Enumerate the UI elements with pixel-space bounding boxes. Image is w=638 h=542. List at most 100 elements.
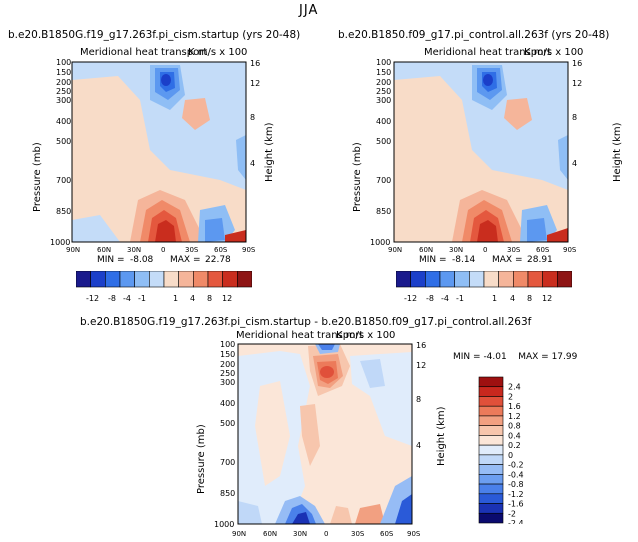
panel3-xtick: 30S (351, 530, 365, 538)
colorbar-swatch (134, 271, 150, 288)
panel2-max: 28.91 (527, 255, 553, 265)
panel2-y2tick: 8 (572, 113, 577, 122)
panel1-cb-label: 8 (207, 294, 212, 303)
panel3-cb-labels: 2.421.61.20.80.40.20-0.2-0.4-0.8-1.2-1.6… (508, 383, 524, 524)
panel1-xtick: 90N (66, 246, 80, 254)
panel2-xtick: 90S (563, 246, 577, 254)
panel3-ytick: 200 (220, 360, 235, 369)
panel1-ytick: 500 (56, 137, 71, 146)
panel3-cb-label: 0.2 (508, 441, 521, 450)
panel3-y2tick: 12 (416, 361, 426, 370)
colorbar-swatch (478, 444, 504, 456)
panel1-y2tick: 16 (250, 59, 260, 68)
colorbar-swatch (478, 474, 504, 485)
panel1-ytick: 300 (56, 96, 71, 105)
panel3-ytick: 700 (220, 458, 235, 467)
panel3-colorbar-swatches (478, 376, 504, 524)
panel3-cb-label: 0 (508, 451, 513, 460)
panel1-y2tick: 8 (250, 113, 255, 122)
colorbar-swatch (478, 396, 504, 407)
panel2-xtick: 30S (507, 246, 521, 254)
panel1-units: K m/s x 100 (188, 47, 247, 58)
panel1-stats: MIN = -8.08 MAX = 22.78 (97, 255, 231, 265)
colorbar-swatch (425, 271, 441, 288)
panel1-min-label: MIN = (97, 255, 125, 265)
panel1-ytick: 400 (56, 117, 71, 126)
colorbar-swatch (483, 271, 499, 288)
panel2-y2tick: 12 (572, 79, 582, 88)
panel3-xaxis: 90N 60N 30N 0 30S 60S 90S (232, 530, 421, 538)
panel2-chart: Meridional heat transport K m/s x 100 10… (352, 47, 623, 265)
panel2-ytick: 150 (376, 68, 391, 77)
colorbar-swatch (478, 483, 504, 495)
panel2-ytick: 700 (376, 176, 391, 185)
panel2-min-label: MIN = (419, 255, 447, 265)
panel1-ytick: 250 (56, 87, 71, 96)
colorbar-swatch (119, 271, 135, 288)
panel2-ytick: 400 (376, 117, 391, 126)
panel3-cb-label: -1.2 (508, 490, 524, 499)
panel2-title: b.e20.B1850.f09_g17.pi_control.all.263f … (338, 29, 610, 41)
panel3-ylabel: Pressure (mb) (196, 424, 207, 494)
panel2-subtitle: Meridional heat transport (424, 47, 551, 58)
panel1-xtick: 90S (242, 246, 256, 254)
panel2-field (394, 62, 568, 242)
colorbar-swatch (557, 271, 572, 288)
panel1-ytick: 150 (56, 68, 71, 77)
panel2-ytick: 250 (376, 87, 391, 96)
panel3-xtick: 90S (407, 530, 421, 538)
panel1-cb-label: 4 (190, 294, 195, 303)
panel3-stats: MIN = -4.01 MAX = 17.99 (453, 352, 577, 362)
panel2-ytick: 500 (376, 137, 391, 146)
panel3-min-label: MIN = (453, 352, 481, 362)
panel1-ytick: 700 (56, 176, 71, 185)
panel3-ytick: 1000 (214, 520, 234, 529)
panel2-cb-label: -12 (404, 294, 417, 303)
colorbar-swatch (396, 271, 411, 288)
panel2-xtick: 60S (536, 246, 550, 254)
panel1-chart: Meridional heat transport K m/s x 100 10… (32, 47, 275, 265)
panel3-min: -4.01 (483, 352, 507, 362)
panel3-cb-label: 0.4 (508, 431, 521, 440)
panel3-ytick: 850 (220, 489, 235, 498)
colorbar-swatch (90, 271, 106, 288)
panel3-ytick: 500 (220, 419, 235, 428)
panel1-subtitle: Meridional heat transport (80, 47, 207, 58)
panel1-y2axis: 16 12 8 4 (250, 59, 260, 168)
colorbar-swatch (410, 271, 426, 288)
panel1-xtick: 30S (185, 246, 199, 254)
panel3-y2tick: 16 (416, 341, 426, 350)
colorbar-swatch (498, 271, 514, 288)
panel1-cb-label: -8 (108, 294, 116, 303)
panel2-y2tick: 4 (572, 159, 577, 168)
colorbar-swatch (542, 271, 558, 288)
panel1-min: -8.08 (130, 255, 154, 265)
panel1-max: 22.78 (205, 255, 231, 265)
colorbar-swatch (237, 271, 252, 288)
panel1-cb-label: -1 (138, 294, 146, 303)
colorbar-swatch (478, 425, 504, 436)
panel2-colorbar: -12 -8 -4 -1 1 4 8 12 (396, 271, 572, 303)
panel3-cb-label: 2 (508, 392, 513, 401)
panel1-max-label: MAX = (170, 255, 201, 265)
panel1-cb-label: 1 (173, 294, 178, 303)
panel1-colorbar: -12 -8 -4 -1 1 4 8 12 (76, 271, 252, 303)
panel3-ytick: 300 (220, 378, 235, 387)
panel1-ytick: 850 (56, 207, 71, 216)
colorbar-swatch (76, 271, 91, 288)
panel3-max-label: MAX = (518, 352, 549, 362)
panel1-title: b.e20.B1850G.f19_g17.263f.pi_cism.startu… (8, 29, 301, 41)
colorbar-swatch (163, 271, 179, 288)
colorbar-swatch (454, 271, 470, 288)
panel2-cb-label: -8 (426, 294, 434, 303)
panel1-y2tick: 12 (250, 79, 260, 88)
panel2-cb-label: -4 (441, 294, 449, 303)
colorbar-swatch (469, 271, 485, 288)
panel3-cb-label: 0.8 (508, 422, 521, 431)
panel3-cb-label: -0.2 (508, 461, 524, 470)
panel2-ytick: 300 (376, 96, 391, 105)
panel3-subtitle: Meridional heat transport (236, 330, 363, 341)
panel2-y2axis: 16 12 8 4 (572, 59, 582, 168)
colorbar-swatch (478, 405, 504, 417)
panel2-colorbar-swatches (396, 271, 572, 288)
